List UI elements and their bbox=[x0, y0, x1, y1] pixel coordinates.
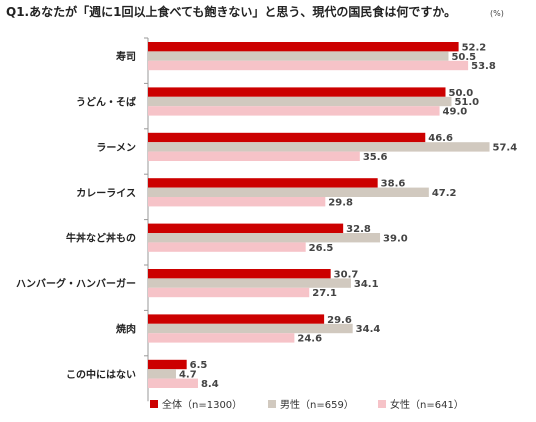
value-label-male: 50.5 bbox=[451, 52, 476, 63]
bar-female bbox=[148, 333, 295, 343]
unit-label: (%) bbox=[490, 9, 504, 18]
bar-male bbox=[148, 233, 381, 243]
value-label-male: 4.7 bbox=[179, 370, 197, 381]
category-label: ラーメン bbox=[96, 142, 136, 154]
value-label-female: 26.5 bbox=[309, 243, 334, 254]
category-label: カレーライス bbox=[76, 187, 136, 199]
category-label: 牛丼など丼もの bbox=[66, 232, 136, 245]
value-label-all: 46.6 bbox=[428, 133, 453, 144]
category-label: 寿司 bbox=[116, 50, 136, 63]
category-label: うどん・そば bbox=[76, 96, 136, 109]
legend: 全体（n=1300） 男性（n=659） 女性（n=641） bbox=[150, 398, 464, 411]
value-label-male: 34.4 bbox=[356, 324, 381, 335]
bar-female bbox=[148, 151, 360, 161]
value-label-all: 52.2 bbox=[462, 42, 487, 53]
value-label-male: 51.0 bbox=[454, 97, 479, 108]
bar-all bbox=[148, 223, 344, 233]
axis bbox=[144, 37, 149, 402]
value-label-all: 32.8 bbox=[346, 224, 371, 235]
bar-male bbox=[148, 51, 449, 61]
value-label-all: 6.5 bbox=[190, 360, 208, 371]
bar-all bbox=[148, 87, 446, 97]
category-labels: 寿司うどん・そばラーメンカレーライス牛丼など丼ものハンバーグ・ハンバーガー焼肉こ… bbox=[16, 50, 136, 381]
bar-female bbox=[148, 106, 440, 116]
bar-female bbox=[148, 242, 306, 252]
value-label-female: 24.6 bbox=[297, 334, 322, 345]
legend-swatch-female bbox=[378, 400, 386, 408]
value-label-all: 50.0 bbox=[449, 88, 474, 99]
bars bbox=[148, 42, 490, 388]
value-label-male: 57.4 bbox=[493, 143, 518, 154]
bar-male bbox=[148, 187, 429, 197]
value-label-female: 29.8 bbox=[328, 197, 353, 208]
value-label-all: 38.6 bbox=[381, 179, 406, 190]
value-label-female: 53.8 bbox=[471, 61, 496, 72]
bar-male bbox=[148, 278, 351, 288]
bar-male bbox=[148, 142, 490, 152]
bar-male bbox=[148, 96, 452, 107]
value-label-male: 34.1 bbox=[354, 279, 379, 290]
value-label-male: 39.0 bbox=[383, 233, 408, 244]
value-labels: 52.250.553.8 50.051.049.0 46.6 57.4 35.6 38.6… bbox=[179, 42, 517, 390]
bar-female bbox=[148, 197, 326, 207]
bar-all bbox=[148, 132, 426, 143]
value-label-male: 47.2 bbox=[432, 188, 457, 199]
value-label-female: 35.6 bbox=[363, 152, 388, 163]
bar-all bbox=[148, 178, 378, 188]
legend-label-male: 男性（n=659） bbox=[280, 398, 354, 411]
value-label-all: 29.6 bbox=[327, 315, 352, 326]
value-label-female: 49.0 bbox=[443, 107, 468, 118]
chart-title: Q1.あなたが「週に1回以上食べても飽きない」と思う、現代の国民食は何ですか。 bbox=[6, 4, 456, 19]
bar-male bbox=[148, 369, 176, 379]
legend-label-all: 全体（n=1300） bbox=[162, 398, 242, 411]
legend-label-female: 女性（n=641） bbox=[390, 398, 464, 411]
bar-female bbox=[148, 287, 310, 298]
bar-male bbox=[148, 323, 353, 334]
bar-female bbox=[148, 60, 469, 71]
bar-female bbox=[148, 378, 198, 388]
legend-swatch-all bbox=[150, 400, 158, 408]
value-label-female: 8.4 bbox=[201, 379, 219, 390]
bar-all bbox=[148, 269, 331, 279]
value-label-female: 27.1 bbox=[312, 288, 337, 299]
bar-all bbox=[148, 42, 459, 52]
category-label: 焼肉 bbox=[116, 323, 136, 336]
category-label: ハンバーグ・ハンバーガー bbox=[16, 277, 136, 290]
legend-swatch-male bbox=[268, 400, 276, 408]
value-label-all: 30.7 bbox=[334, 269, 359, 280]
bar-all bbox=[148, 359, 187, 370]
category-label: この中にはない bbox=[66, 368, 136, 381]
bar-all bbox=[148, 314, 325, 324]
